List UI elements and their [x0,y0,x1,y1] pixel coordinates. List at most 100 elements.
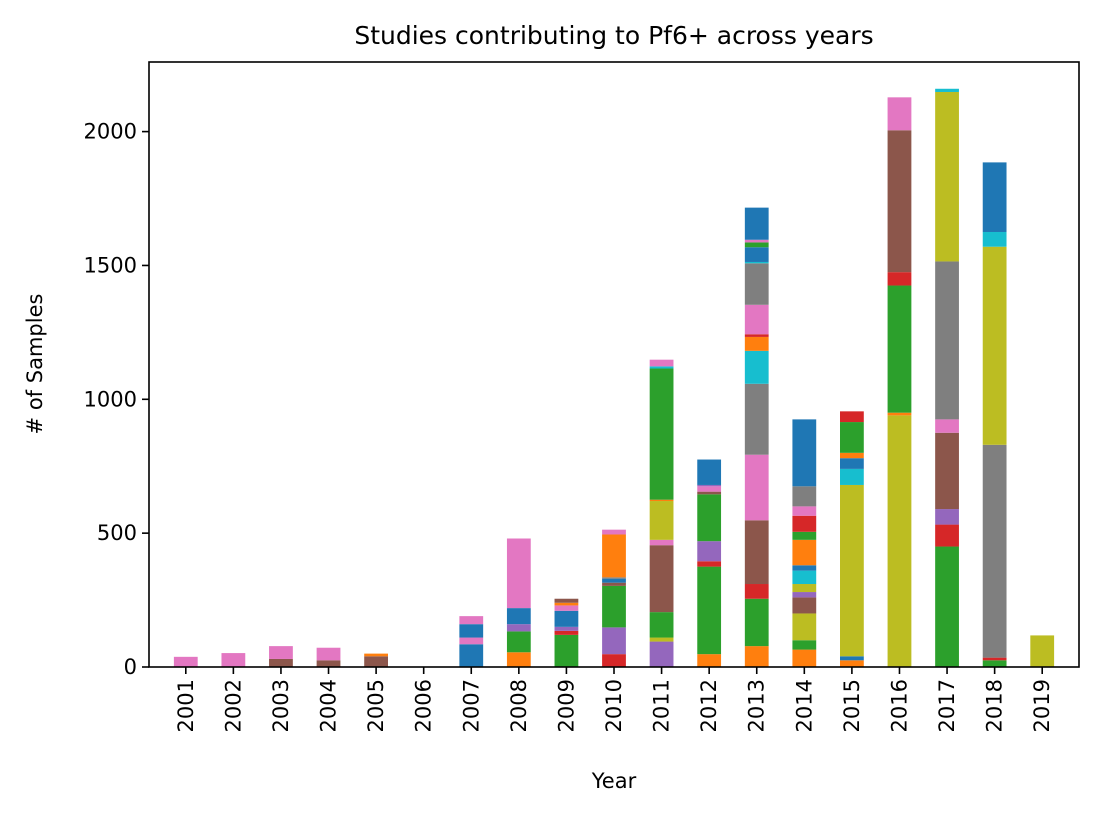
bar-segment-2018-2 [982,444,1007,658]
bar-segment-2011-8 [649,366,674,369]
bar-segment-2010-1 [602,627,626,655]
bar-segment-2018-4 [982,231,1007,247]
bar-segment-2013-14 [744,239,769,243]
bars-layer [173,88,1055,667]
bar-segment-2008-3 [506,608,531,625]
bar-segment-2003-0 [269,658,293,667]
y-tick-label-0: 0 [124,655,137,679]
y-tick-label-1000: 1000 [84,387,137,411]
bar-segment-2008-1 [506,631,531,653]
bar-segment-2013-1 [744,598,769,647]
x-tick-label-2008: 2008 [507,679,531,732]
bar-segment-2012-8 [697,459,722,485]
bar-segment-2014-11 [792,506,817,516]
bar-segment-2009-0 [554,634,579,667]
bar-segment-2017-3 [935,432,959,510]
bar-segment-2016-3 [887,272,912,286]
bar-segment-2016-2 [887,285,912,413]
bar-segment-2014-9 [792,531,817,540]
x-tick-label-2006: 2006 [412,679,436,732]
bar-segment-2012-3 [697,541,722,562]
bar-segment-2010-6 [602,534,626,578]
bar-segment-2011-7 [649,368,674,500]
bar-segment-2008-2 [506,624,531,632]
bar-segment-2011-4 [649,539,674,546]
bar-segment-2011-0 [649,641,674,667]
x-tick-label-2013: 2013 [745,679,769,732]
bar-segment-2010-5 [602,577,626,579]
x-tick-label-2005: 2005 [364,679,388,732]
bar-segment-2009-2 [554,626,579,631]
bar-segment-2016-4 [887,130,912,273]
x-tick-label-2010: 2010 [602,679,626,732]
bar-segment-2003-1 [269,646,293,659]
bar-segment-2017-6 [935,91,959,262]
bar-segment-2013-7 [744,336,769,351]
bar-segment-2014-8 [792,539,817,566]
bar-segment-2018-5 [982,162,1007,232]
x-tick-label-2017: 2017 [935,679,959,732]
bar-segment-2013-5 [744,383,769,455]
bar-segment-2014-5 [792,584,817,593]
bar-segment-2015-0 [840,660,864,667]
bar-segment-2011-5 [649,501,674,540]
bar-segment-2015-4 [840,458,864,469]
bar-segment-2012-5 [697,491,722,495]
bar-segment-2018-1 [982,657,1007,661]
y-tick-label-500: 500 [97,521,137,545]
x-tick-label-2011: 2011 [650,679,674,732]
x-tick-label-2014: 2014 [792,679,816,732]
bar-segment-2013-11 [744,261,769,264]
x-axis: 2001 2002 2003 2004 2005 2006 2007 2008 2009 2010… [174,667,1054,732]
bar-segment-2013-2 [744,584,769,599]
x-tick-label-2002: 2002 [221,679,245,732]
bar-segment-2014-2 [792,613,817,641]
bar-segment-2013-12 [744,247,769,262]
y-tick-label-2000: 2000 [84,120,137,144]
bar-segment-2007-1 [459,637,484,645]
bar-segment-2010-4 [602,578,626,583]
bar-segment-2014-13 [792,419,817,487]
bar-segment-2010-0 [602,654,626,667]
bar-segment-2016-1 [887,412,912,416]
bar-segment-2013-3 [744,520,769,585]
x-tick-label-2012: 2012 [697,679,721,732]
bar-segment-2012-4 [697,494,722,542]
bar-segment-2009-1 [554,630,579,635]
x-tick-label-2019: 2019 [1030,679,1054,732]
bar-segment-2004-0 [316,660,341,667]
bar-segment-2015-3 [840,468,864,485]
bar-segment-2012-7 [697,484,722,487]
bar-segment-2012-2 [697,561,722,567]
bar-segment-2011-3 [649,545,674,613]
x-axis-title: Year [591,769,637,793]
x-tick-label-2015: 2015 [840,679,864,732]
bar-segment-2013-10 [744,263,769,305]
bar-segment-2011-6 [649,499,674,502]
x-tick-label-2007: 2007 [459,679,483,732]
bar-segment-2017-1 [935,524,959,547]
bar-segment-2013-6 [744,350,769,384]
bar-segment-2010-7 [602,529,626,535]
bar-segment-2013-8 [744,334,769,337]
bar-segment-2017-5 [935,261,959,420]
bar-segment-2013-15 [744,207,769,240]
bar-segment-2007-0 [459,644,484,667]
bar-segment-2008-4 [506,538,531,609]
bar-segment-2009-6 [554,598,579,603]
bar-segment-2017-4 [935,419,959,433]
x-tick-label-2004: 2004 [317,679,341,732]
bar-segment-2011-9 [649,359,674,367]
y-tick-label-1500: 1500 [84,253,137,277]
bar-segment-2009-5 [554,602,579,606]
bar-segment-2015-1 [840,656,864,661]
bar-segment-2010-2 [602,585,626,628]
bar-segment-2017-0 [935,546,959,667]
y-axis: 0 500 1000 1500 2000 [84,120,149,679]
bar-segment-2010-3 [602,582,626,586]
bar-segment-2014-3 [792,597,817,614]
bar-segment-2013-4 [744,454,769,521]
bar-segment-2014-1 [792,640,817,650]
bar-segment-2011-1 [649,637,674,642]
bar-segment-2018-3 [982,246,1007,445]
